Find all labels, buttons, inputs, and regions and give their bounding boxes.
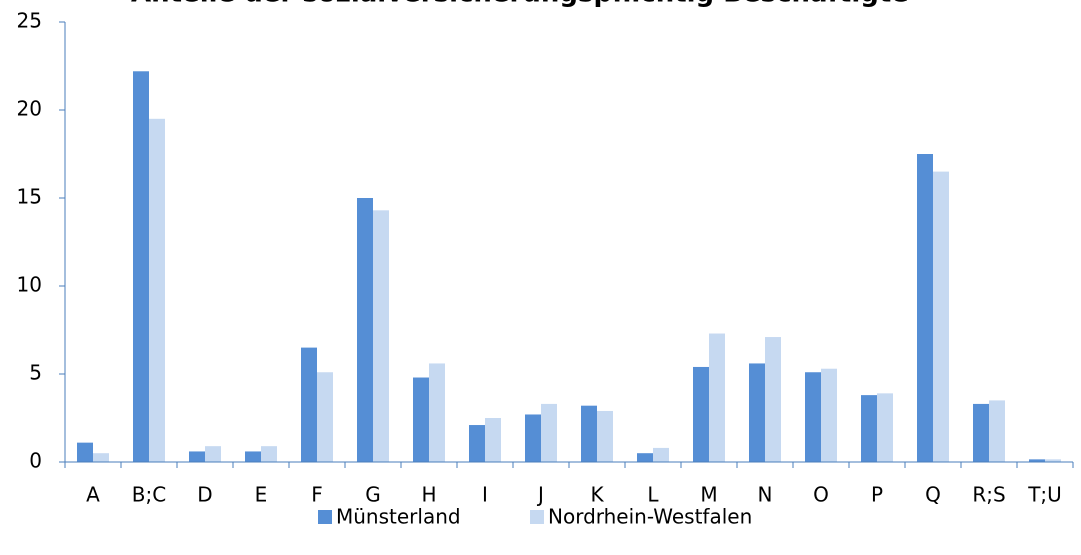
bar: [1045, 459, 1061, 462]
bar: [317, 372, 333, 462]
x-tick-label: G: [365, 483, 381, 507]
bar: [133, 71, 149, 462]
legend-swatch: [318, 510, 332, 524]
y-tick-label: 10: [17, 273, 42, 297]
bar: [989, 400, 1005, 462]
x-tick-label: B;C: [132, 483, 166, 507]
x-tick-label: H: [421, 483, 436, 507]
bar: [765, 337, 781, 462]
bar: [93, 453, 109, 462]
bar: [485, 418, 501, 462]
bar: [933, 171, 949, 462]
x-tick-label: I: [482, 483, 488, 507]
x-tick-label: O: [813, 483, 829, 507]
x-tick-label: E: [255, 483, 268, 507]
y-tick-label: 15: [17, 185, 42, 209]
x-tick-label: M: [700, 483, 717, 507]
x-tick-label: A: [86, 483, 100, 507]
x-tick-label: N: [758, 483, 773, 507]
bar: [149, 118, 165, 463]
bar: [541, 403, 557, 462]
legend-swatch: [530, 510, 544, 524]
bar: [373, 210, 389, 462]
bar: [245, 451, 261, 462]
bar: [189, 451, 205, 462]
x-tick-label: D: [197, 483, 212, 507]
x-tick-label: R;S: [972, 483, 1005, 507]
x-tick-label: K: [590, 483, 604, 507]
bar: [77, 442, 93, 462]
y-tick-label: 25: [17, 9, 42, 33]
bar: [917, 154, 933, 462]
bar: [413, 377, 429, 462]
legend-label: Münsterland: [336, 505, 461, 529]
bar: [709, 333, 725, 462]
y-tick-label: 0: [29, 449, 42, 473]
bar: [261, 446, 277, 462]
bar: [973, 403, 989, 462]
bar: [805, 372, 821, 462]
bar: [429, 363, 445, 462]
bar: [525, 414, 541, 462]
x-tick-label: Q: [925, 483, 941, 507]
bar: [357, 198, 373, 462]
x-tick-label: J: [536, 483, 544, 507]
bar: [821, 368, 837, 462]
bar: [637, 453, 653, 462]
x-tick-label: L: [647, 483, 659, 507]
bar: [301, 347, 317, 462]
bar: [749, 363, 765, 462]
bar: [581, 405, 597, 462]
bar: [877, 393, 893, 462]
bar: [653, 447, 669, 462]
legend-label: Nordrhein-Westfalen: [548, 505, 752, 529]
chart-title: Anteile der sozialversicherungspflichtig…: [131, 0, 909, 9]
y-tick-label: 20: [17, 97, 42, 121]
bar: [469, 425, 485, 462]
x-tick-label: F: [311, 483, 323, 507]
bar: [1029, 459, 1045, 462]
x-tick-label: P: [871, 483, 883, 507]
bar: [861, 395, 877, 462]
y-tick-label: 5: [29, 361, 42, 385]
x-tick-label: T;U: [1027, 483, 1062, 507]
bar: [597, 410, 613, 462]
bar: [205, 446, 221, 462]
bar: [693, 366, 709, 462]
